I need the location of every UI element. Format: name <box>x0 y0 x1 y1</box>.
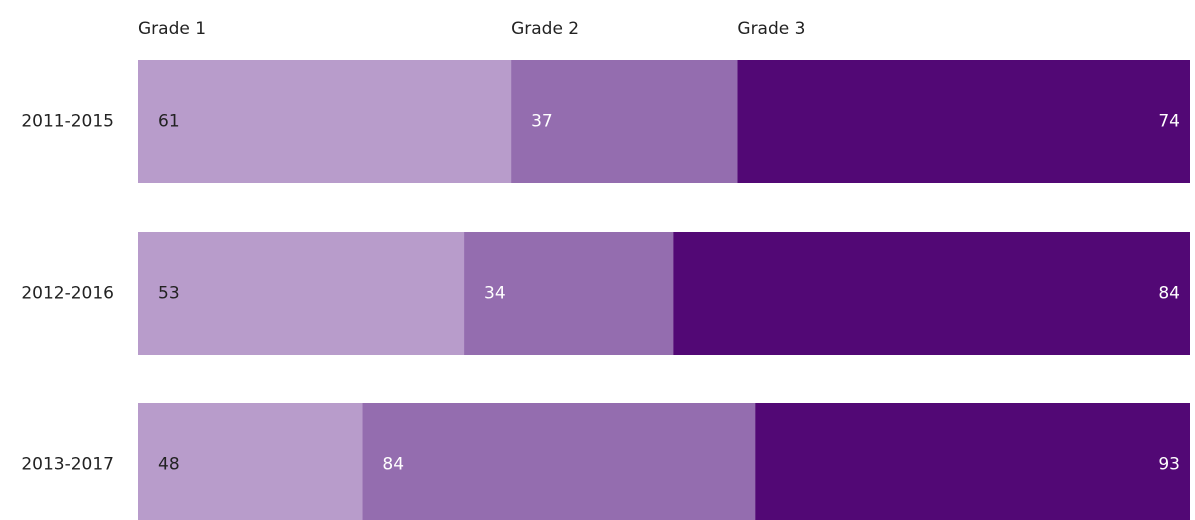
value-label: 84 <box>382 455 404 475</box>
row-label: 2012-2016 <box>21 284 114 304</box>
value-label: 53 <box>158 284 180 304</box>
value-label: 84 <box>1158 284 1180 304</box>
value-label: 93 <box>1158 455 1180 475</box>
value-label: 61 <box>158 112 180 132</box>
bar-segment <box>138 60 512 183</box>
bar-segment <box>511 60 738 183</box>
bar-segment <box>464 232 674 355</box>
row-label: 2013-2017 <box>21 455 114 475</box>
legend-label: Grade 2 <box>511 19 579 39</box>
bar-segment <box>138 232 465 355</box>
bar-segment <box>673 232 1190 355</box>
bar-segment <box>138 403 363 520</box>
value-label: 37 <box>531 112 553 132</box>
value-label: 74 <box>1158 112 1180 132</box>
bar-segment <box>755 403 1190 520</box>
legend-label: Grade 3 <box>737 19 805 39</box>
bar-segment <box>362 403 756 520</box>
bar-segment <box>737 60 1190 183</box>
value-label: 34 <box>484 284 506 304</box>
value-label: 48 <box>158 455 180 475</box>
row-label: 2011-2015 <box>21 112 114 132</box>
legend-label: Grade 1 <box>138 19 206 39</box>
